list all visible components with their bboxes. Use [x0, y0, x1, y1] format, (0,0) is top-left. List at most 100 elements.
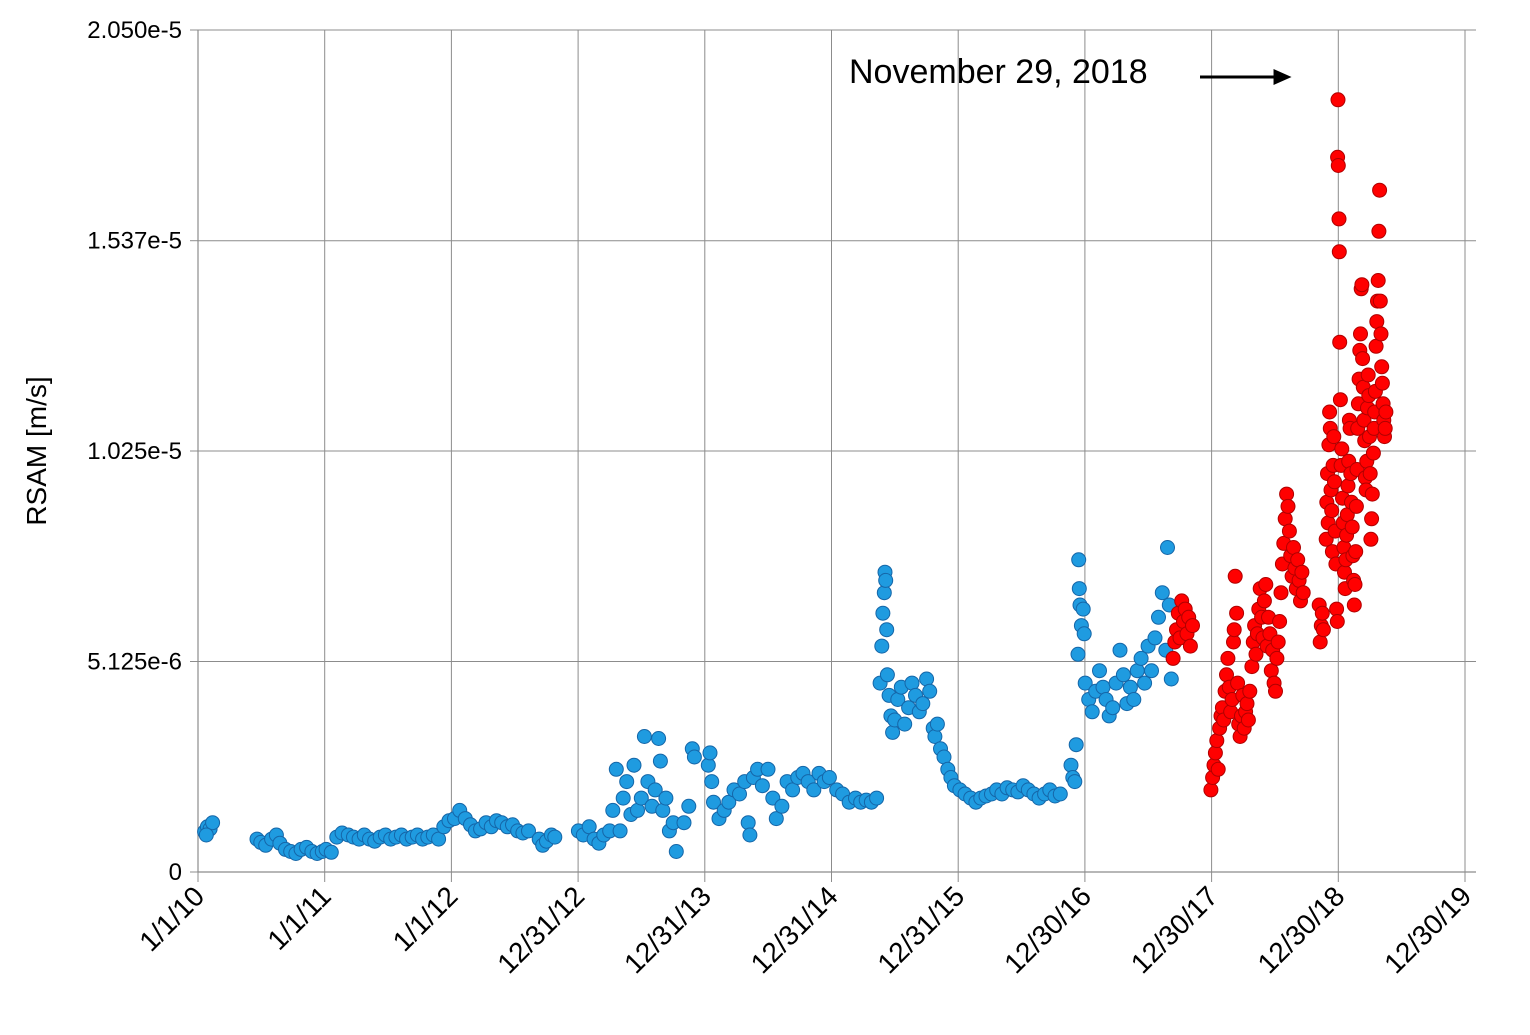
data-point-red — [1364, 511, 1380, 527]
data-point-blue — [681, 798, 697, 814]
data-point-blue — [1071, 581, 1087, 597]
data-point-blue — [651, 731, 667, 746]
data-point-blue — [1084, 704, 1100, 720]
data-point-red — [1226, 622, 1242, 638]
data-point-red — [1182, 638, 1198, 654]
data-point-blue — [521, 823, 536, 839]
x-tick-label: 1/1/10 — [133, 880, 210, 957]
data-point-blue — [636, 729, 652, 744]
data-point-blue — [608, 761, 624, 777]
data-point-red — [1220, 650, 1236, 666]
data-point-blue — [1115, 667, 1131, 683]
data-point-blue — [875, 605, 891, 621]
data-point-red — [1273, 585, 1289, 601]
data-point-blue — [754, 778, 770, 794]
data-point-blue — [652, 753, 668, 769]
data-point-red — [1270, 634, 1286, 650]
x-tick-label: 12/31/12 — [491, 880, 590, 979]
data-point-blue — [1092, 663, 1107, 679]
data-point-red — [1272, 614, 1288, 629]
data-point-red — [1340, 478, 1356, 494]
data-point-red — [1209, 733, 1225, 749]
data-point-red — [1327, 474, 1342, 490]
data-point-blue — [1126, 692, 1142, 707]
data-point-blue — [633, 790, 649, 806]
x-tick-label: 12/30/19 — [1378, 880, 1477, 979]
data-point-blue — [742, 827, 758, 843]
data-point-blue — [1112, 642, 1128, 658]
x-tick-label: 12/30/16 — [998, 880, 1097, 979]
data-point-blue — [1160, 540, 1175, 555]
data-point-blue — [760, 761, 776, 777]
data-point-blue — [700, 757, 716, 773]
data-point-red — [1258, 577, 1274, 592]
data-point-red — [1268, 683, 1283, 699]
data-point-blue — [1151, 609, 1166, 625]
data-point-blue — [740, 815, 756, 831]
data-point-red — [1374, 359, 1390, 375]
data-point-blue — [704, 774, 720, 790]
data-point-blue — [205, 815, 221, 831]
data-point-blue — [1122, 679, 1138, 695]
data-point-red — [1314, 605, 1330, 621]
data-point-red — [1294, 564, 1310, 580]
data-point-blue — [605, 802, 621, 818]
data-point-blue — [1147, 630, 1163, 646]
data-point-red — [1256, 593, 1272, 609]
data-point-blue — [876, 585, 892, 601]
data-point-red — [1280, 498, 1296, 514]
data-point-blue — [1063, 757, 1079, 773]
data-point-blue — [897, 716, 913, 732]
data-point-red — [1330, 158, 1346, 173]
data-point-blue — [1105, 700, 1121, 716]
data-point-red — [1348, 498, 1364, 514]
data-point-blue — [774, 798, 790, 814]
data-point-blue — [619, 774, 635, 790]
x-tick-label: 12/31/13 — [618, 880, 717, 979]
data-point-red — [1331, 244, 1347, 260]
y-tick-label: 5.125e-6 — [87, 649, 182, 676]
data-point-blue — [1070, 646, 1086, 662]
data-point-blue — [615, 790, 631, 806]
data-point-blue — [1144, 663, 1159, 679]
data-point-blue — [676, 815, 692, 831]
data-point-blue — [915, 696, 931, 712]
data-point-blue — [919, 671, 935, 687]
data-point-red — [1329, 614, 1345, 629]
y-tick-label: 1.025e-5 — [87, 438, 182, 465]
x-tick-label: 12/31/14 — [745, 880, 844, 979]
data-point-blue — [1154, 585, 1170, 601]
data-point-red — [1378, 404, 1394, 420]
data-points — [197, 92, 1394, 861]
data-point-red — [1334, 441, 1350, 457]
data-point-blue — [658, 790, 674, 806]
data-point-red — [1315, 622, 1331, 638]
y-tick-label: 2.050e-5 — [87, 17, 182, 44]
data-point-blue — [869, 790, 885, 806]
data-point-red — [1346, 597, 1362, 613]
data-point-red — [1203, 782, 1219, 798]
data-point-blue — [785, 782, 801, 798]
data-point-blue — [1137, 675, 1153, 691]
data-point-red — [1322, 404, 1338, 420]
data-point-red — [1362, 466, 1378, 482]
data-point-blue — [879, 622, 895, 638]
data-point-red — [1242, 683, 1258, 699]
data-point-blue — [922, 683, 938, 699]
data-point-blue — [1071, 552, 1087, 568]
data-point-blue — [1075, 601, 1091, 617]
data-point-red — [1344, 519, 1360, 535]
axes: 0 5.125e-6 1.025e-5 1.537e-5 2.050e-5 1/1/10 1… — [87, 17, 1477, 979]
x-tick-label: 1/1/12 — [387, 880, 464, 957]
data-point-red — [1185, 618, 1200, 634]
labels: RSAM [m/s] November 29, 2018 — [21, 53, 1292, 526]
data-point-red — [1210, 761, 1226, 777]
data-point-red — [1165, 650, 1181, 666]
data-point-red — [1332, 334, 1348, 350]
y-tick-label: 0 — [169, 859, 182, 886]
data-point-red — [1355, 351, 1371, 367]
data-point-blue — [647, 782, 663, 798]
data-point-blue — [1052, 786, 1068, 802]
data-point-blue — [612, 823, 628, 839]
